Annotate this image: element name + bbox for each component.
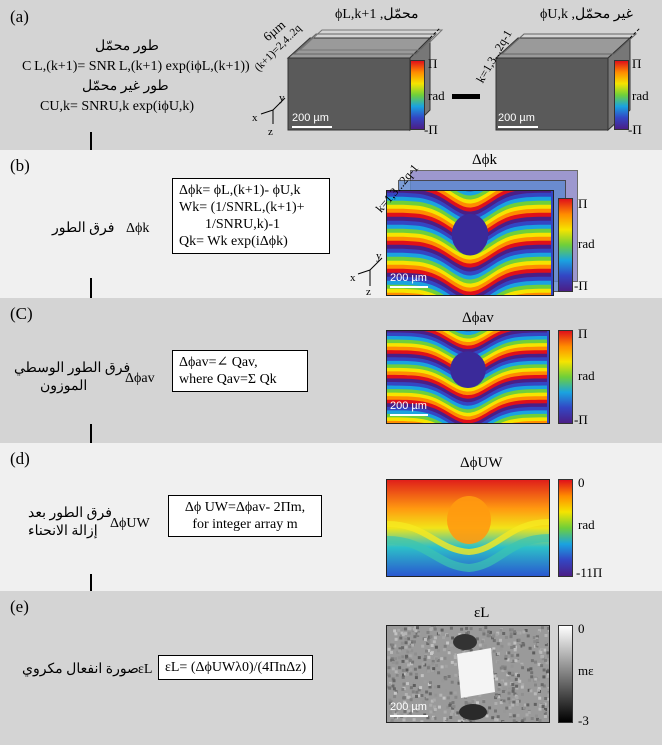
equation-line: where Qav=Σ Qk — [179, 372, 277, 387]
equation-line: Δϕk= ϕL,(k+1)- ϕU,k — [179, 183, 301, 198]
colorbar — [410, 60, 425, 130]
scalebar-label: 200 µm — [498, 112, 535, 124]
colorbar-mid: rad — [632, 88, 649, 103]
panel-label: (d) — [10, 449, 30, 468]
scalebar — [390, 286, 428, 288]
colorbar-top: Π — [578, 326, 588, 341]
quantity-symbol: Δϕav — [125, 371, 155, 386]
panel-e: (e) صورة انفعال مكروي εL εL= (ΔϕUWλ0)/(4… — [0, 591, 662, 745]
loaded-volume-title: ϕL,k+1 ,محمّل — [335, 7, 419, 22]
scalebar-label: 200 µm — [292, 112, 329, 124]
colorbar-mid: rad — [578, 368, 595, 383]
scalebar — [390, 715, 428, 717]
unloaded-phase-label: طور غير محمّل — [82, 79, 169, 94]
quantity-label: إزالة الانحناء — [28, 524, 98, 539]
scalebar-label: 200 µm — [390, 701, 427, 713]
panel-label: (a) — [10, 7, 29, 26]
separator-bar — [452, 94, 480, 99]
inclusion-region — [450, 351, 486, 389]
colorbar-top: Π — [428, 56, 438, 71]
image-title: εL — [474, 605, 490, 621]
axis-y-label: y — [279, 92, 285, 104]
panel-label: (C) — [10, 304, 33, 323]
fringe-pattern — [387, 331, 549, 423]
axis-x-label: x — [350, 272, 356, 284]
loaded-phase-label: طور محمّل — [95, 39, 159, 54]
equation-line: Δϕ UW=Δϕav- 2Πm, — [184, 500, 306, 515]
scalebar — [390, 414, 428, 416]
axis-z-label: z — [268, 126, 273, 138]
fringe-image — [386, 190, 554, 296]
axes-icon — [357, 257, 383, 286]
panel-c: (C) فرق الطور الوسطي الموزون Δϕav Δϕav=∠… — [0, 298, 662, 443]
inclusion-region — [451, 213, 489, 256]
image-title: ΔϕUW — [460, 455, 503, 471]
panel-label: (b) — [10, 156, 30, 175]
scalebar-label: 200 µm — [390, 272, 427, 284]
equation-line: Qk= Wk exp(iΔϕk) — [179, 234, 288, 249]
colorbar-bot: -3 — [578, 713, 589, 728]
colorbar — [558, 330, 573, 424]
scalebar — [498, 126, 538, 128]
quantity-label: فرق الطور — [52, 221, 115, 236]
colorbar-bot: -Π — [574, 412, 588, 427]
colorbar-top: Π — [632, 56, 642, 71]
colorbar-mid: rad — [578, 236, 595, 251]
axes-icon — [260, 97, 286, 124]
equation-line: εL= (ΔϕUWλ0)/(4ΠnΔz) — [165, 660, 307, 675]
quantity-symbol: Δϕk — [126, 221, 150, 236]
equation-line: for integer array m — [192, 517, 298, 532]
colorbar — [558, 198, 573, 292]
unloaded-volume-title: ϕU,k ,غير محمّل — [540, 7, 633, 22]
colorbar-top: 0 — [578, 475, 585, 490]
equation-line: Δϕav=∠ Qav, — [179, 355, 258, 370]
colorbar-mid: rad — [578, 517, 595, 532]
strain-map — [387, 626, 549, 722]
colorbar-bot: -Π — [424, 122, 438, 137]
quantity-label: فرق الطور الوسطي — [14, 361, 131, 376]
colorbar — [558, 625, 573, 723]
equation-box: Δϕ UW=Δϕav- 2Πm, for integer array m — [168, 495, 322, 537]
equation-box: εL= (ΔϕUWλ0)/(4ΠnΔz) — [158, 655, 314, 680]
unloaded-equation: CU,k= SNRU,k exp(iϕU,k) — [40, 99, 195, 114]
axis-x-label: x — [252, 112, 258, 124]
unwrapped-image — [386, 479, 550, 577]
colorbar — [614, 60, 629, 130]
colorbar — [558, 479, 573, 577]
equation-box: Δϕk= ϕL,(k+1)- ϕU,k Wk= (1/SNRL,(k+1)+ 1… — [172, 178, 330, 254]
panel-a: (a) طور محمّل C L,(k+1)= SNR L,(k+1) exp… — [0, 0, 662, 150]
colorbar-bot: -Π — [574, 278, 588, 293]
colorbar-mid: mε — [578, 663, 594, 678]
colorbar-top: 0 — [578, 621, 585, 636]
loaded-equation: C L,(k+1)= SNR L,(k+1) exp(iϕL,(k+1)) — [22, 59, 250, 74]
equation-line: 1/SNRU,k)-1 — [205, 217, 281, 232]
colorbar-bot: -Π — [628, 122, 642, 137]
fringe-image — [386, 330, 550, 424]
panel-b: (b) فرق الطور Δϕk Δϕk= ϕL,(k+1)- ϕU,k Wk… — [0, 150, 662, 298]
quantity-label: فرق الطور بعد — [28, 506, 112, 521]
fringe-pattern — [387, 191, 553, 295]
scalebar — [292, 126, 332, 128]
unwrapped-map — [387, 480, 549, 576]
colorbar-mid: rad — [428, 88, 445, 103]
panel-d: (d) فرق الطور بعد إزالة الانحناء ΔϕUW Δϕ… — [0, 443, 662, 591]
quantity-label: الموزون — [40, 379, 88, 394]
quantity-symbol: ΔϕUW — [110, 516, 150, 531]
axis-z-label: z — [366, 286, 371, 298]
strain-image — [386, 625, 550, 723]
equation-line: Wk= (1/SNRL,(k+1)+ — [179, 200, 305, 215]
colorbar-top: Π — [578, 196, 588, 211]
axis-y-label: y — [376, 250, 382, 262]
image-title: Δϕk — [472, 152, 498, 168]
image-title: Δϕav — [462, 310, 494, 326]
quantity-symbol: εL — [138, 662, 153, 677]
scalebar-label: 200 µm — [390, 400, 427, 412]
quantity-label: صورة انفعال مكروي — [22, 662, 139, 677]
equation-box: Δϕav=∠ Qav, where Qav=Σ Qk — [172, 350, 308, 392]
colorbar-bot: -11Π — [576, 565, 603, 580]
panel-label: (e) — [10, 597, 29, 616]
